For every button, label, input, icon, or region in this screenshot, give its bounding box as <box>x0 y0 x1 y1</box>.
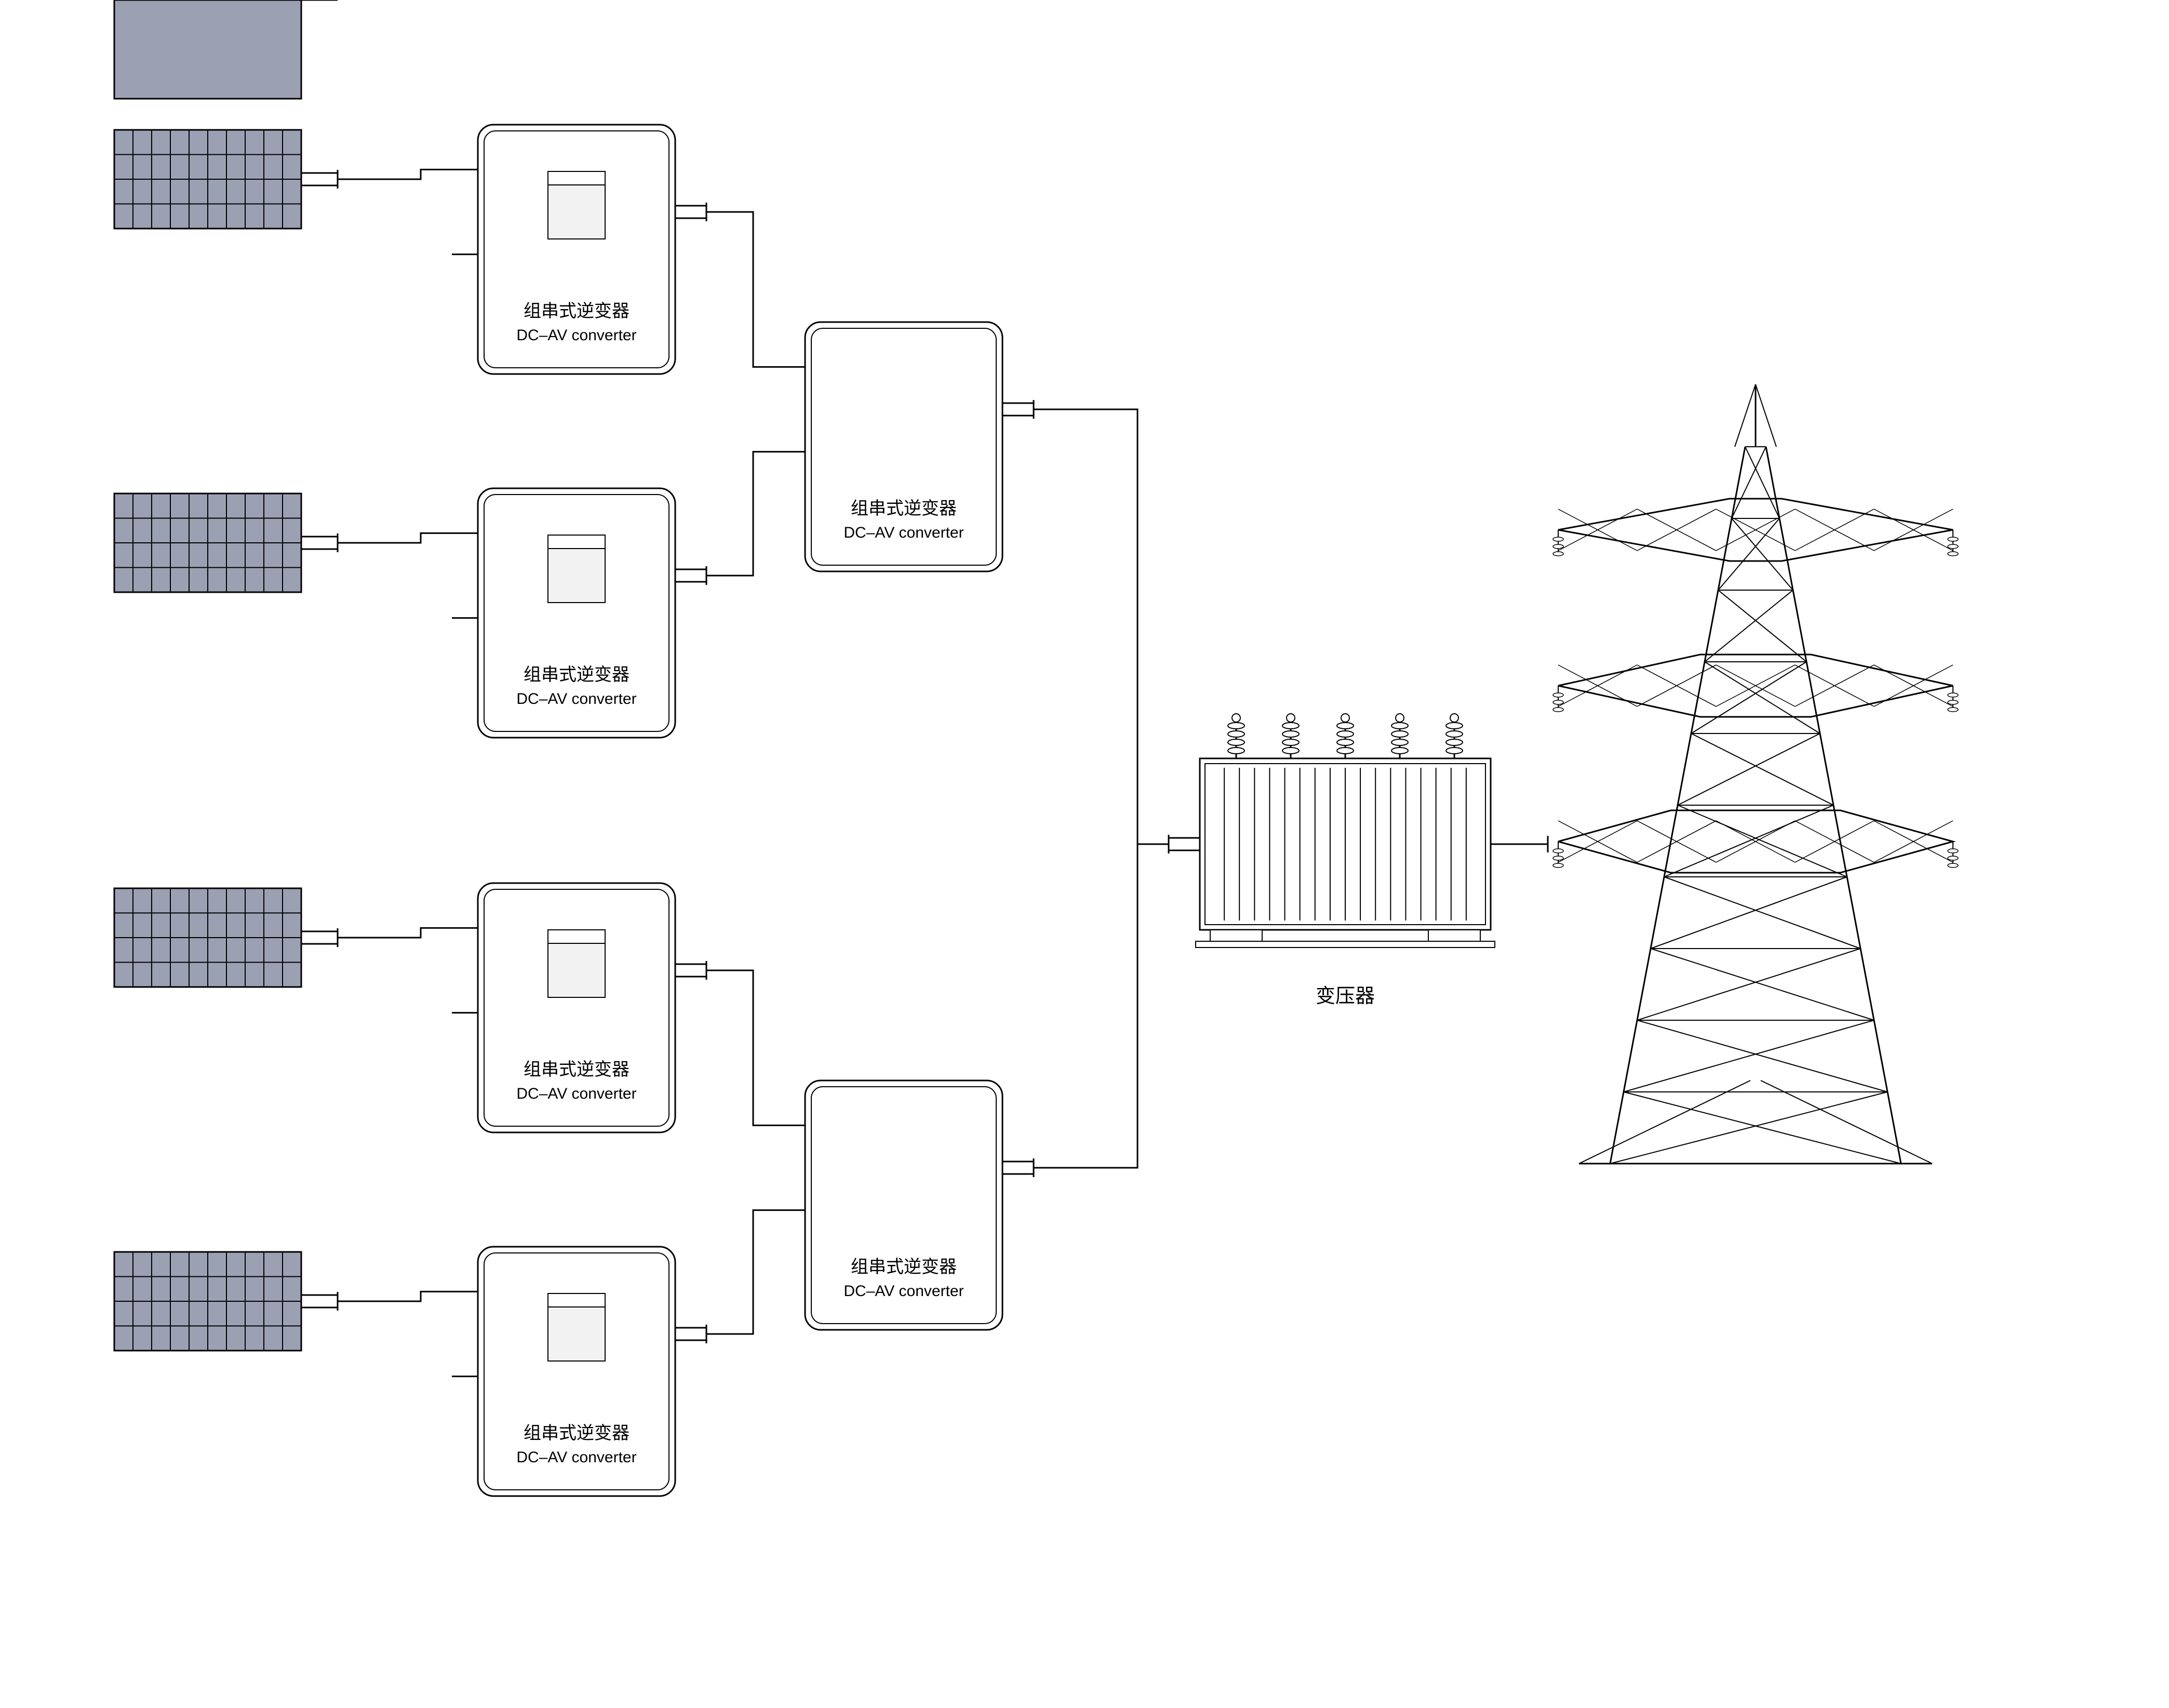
string-inverter: 组串式逆变器 DC–AV converter <box>452 883 706 1132</box>
solar-panel <box>114 888 338 987</box>
string-inverter: 组串式逆变器 DC–AV converter <box>779 322 1034 571</box>
inverter-label-cn: 组串式逆变器 <box>524 1060 630 1079</box>
solar-panel <box>114 0 338 99</box>
inverter-label-en: DC–AV converter <box>516 327 636 344</box>
solar-system-diagram: 组串式逆变器 DC–AV converter 组串式逆变器 DC–AV convert… <box>0 0 2169 1708</box>
inverter-label-en: DC–AV converter <box>516 1085 636 1102</box>
inverter-label-en: DC–AV converter <box>516 690 636 708</box>
inverter-label-cn: 组串式逆变器 <box>524 665 630 685</box>
string-inverter: 组串式逆变器 DC–AV converter <box>452 1247 706 1496</box>
inverter-label-cn: 组串式逆变器 <box>524 301 630 321</box>
inverter-label-en: DC–AV converter <box>844 524 963 541</box>
solar-panel <box>114 130 338 229</box>
solar-panel <box>114 493 338 592</box>
diagram-canvas: 组串式逆变器 DC–AV converter 组串式逆变器 DC–AV convert… <box>0 0 2169 1708</box>
inverter-label-en: DC–AV converter <box>844 1283 963 1300</box>
string-inverter: 组串式逆变器 DC–AV converter <box>452 488 706 738</box>
inverter-label-cn: 组串式逆变器 <box>851 499 957 518</box>
transformer: 变压器 <box>1169 714 1522 1007</box>
string-inverter: 组串式逆变器 DC–AV converter <box>452 125 706 374</box>
inverter-label-cn: 组串式逆变器 <box>524 1423 630 1443</box>
inverter-label-cn: 组串式逆变器 <box>851 1257 957 1277</box>
transformer-label: 变压器 <box>1316 985 1375 1007</box>
transmission-tower <box>1553 384 1958 1164</box>
inverter-label-en: DC–AV converter <box>516 1449 636 1466</box>
solar-panel <box>114 1252 338 1351</box>
string-inverter: 组串式逆变器 DC–AV converter <box>779 1080 1034 1330</box>
